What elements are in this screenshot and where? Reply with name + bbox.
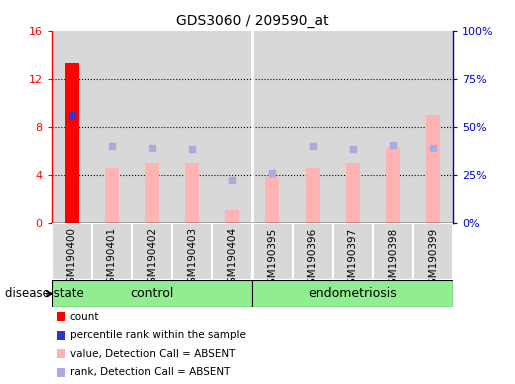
Text: value, Detection Call = ABSENT: value, Detection Call = ABSENT [70,349,235,359]
Text: percentile rank within the sample: percentile rank within the sample [70,330,246,340]
Text: GSM190402: GSM190402 [147,227,157,290]
Bar [426,115,440,223]
Bar [413,223,453,280]
Bar [172,31,212,223]
Bar [145,163,159,223]
Bar [92,31,132,223]
Bar [105,167,119,223]
Text: GSM190403: GSM190403 [187,227,197,290]
Bar [225,210,239,223]
Bar [293,223,333,280]
Text: GSM190398: GSM190398 [388,227,398,291]
Bar [346,163,360,223]
Text: GSM190396: GSM190396 [307,227,318,291]
Bar [265,177,280,223]
Bar [305,167,320,223]
Text: GSM190400: GSM190400 [66,227,77,290]
Bar [252,280,453,307]
Bar [293,31,333,223]
Bar [413,31,453,223]
Bar [386,148,400,223]
Bar [185,163,199,223]
Bar [92,223,132,280]
Bar [52,280,252,307]
Text: GSM190399: GSM190399 [428,227,438,291]
Bar [212,31,252,223]
Bar [52,31,92,223]
Text: count: count [70,312,99,322]
Title: GDS3060 / 209590_at: GDS3060 / 209590_at [176,14,329,28]
Text: GSM190404: GSM190404 [227,227,237,290]
Text: rank, Detection Call = ABSENT: rank, Detection Call = ABSENT [70,367,230,377]
Bar [212,223,252,280]
Bar [132,223,172,280]
Bar [64,63,79,223]
Bar [132,31,172,223]
Text: endometriosis: endometriosis [308,287,397,300]
Bar [333,223,373,280]
Text: GSM190395: GSM190395 [267,227,278,291]
Bar [373,223,413,280]
Bar [252,31,293,223]
Bar [373,31,413,223]
Text: disease state: disease state [5,287,84,300]
Bar [333,31,373,223]
Text: control: control [130,287,174,300]
Bar [252,223,293,280]
Text: GSM190397: GSM190397 [348,227,358,291]
Bar [172,223,212,280]
Text: GSM190401: GSM190401 [107,227,117,290]
Bar [52,223,92,280]
